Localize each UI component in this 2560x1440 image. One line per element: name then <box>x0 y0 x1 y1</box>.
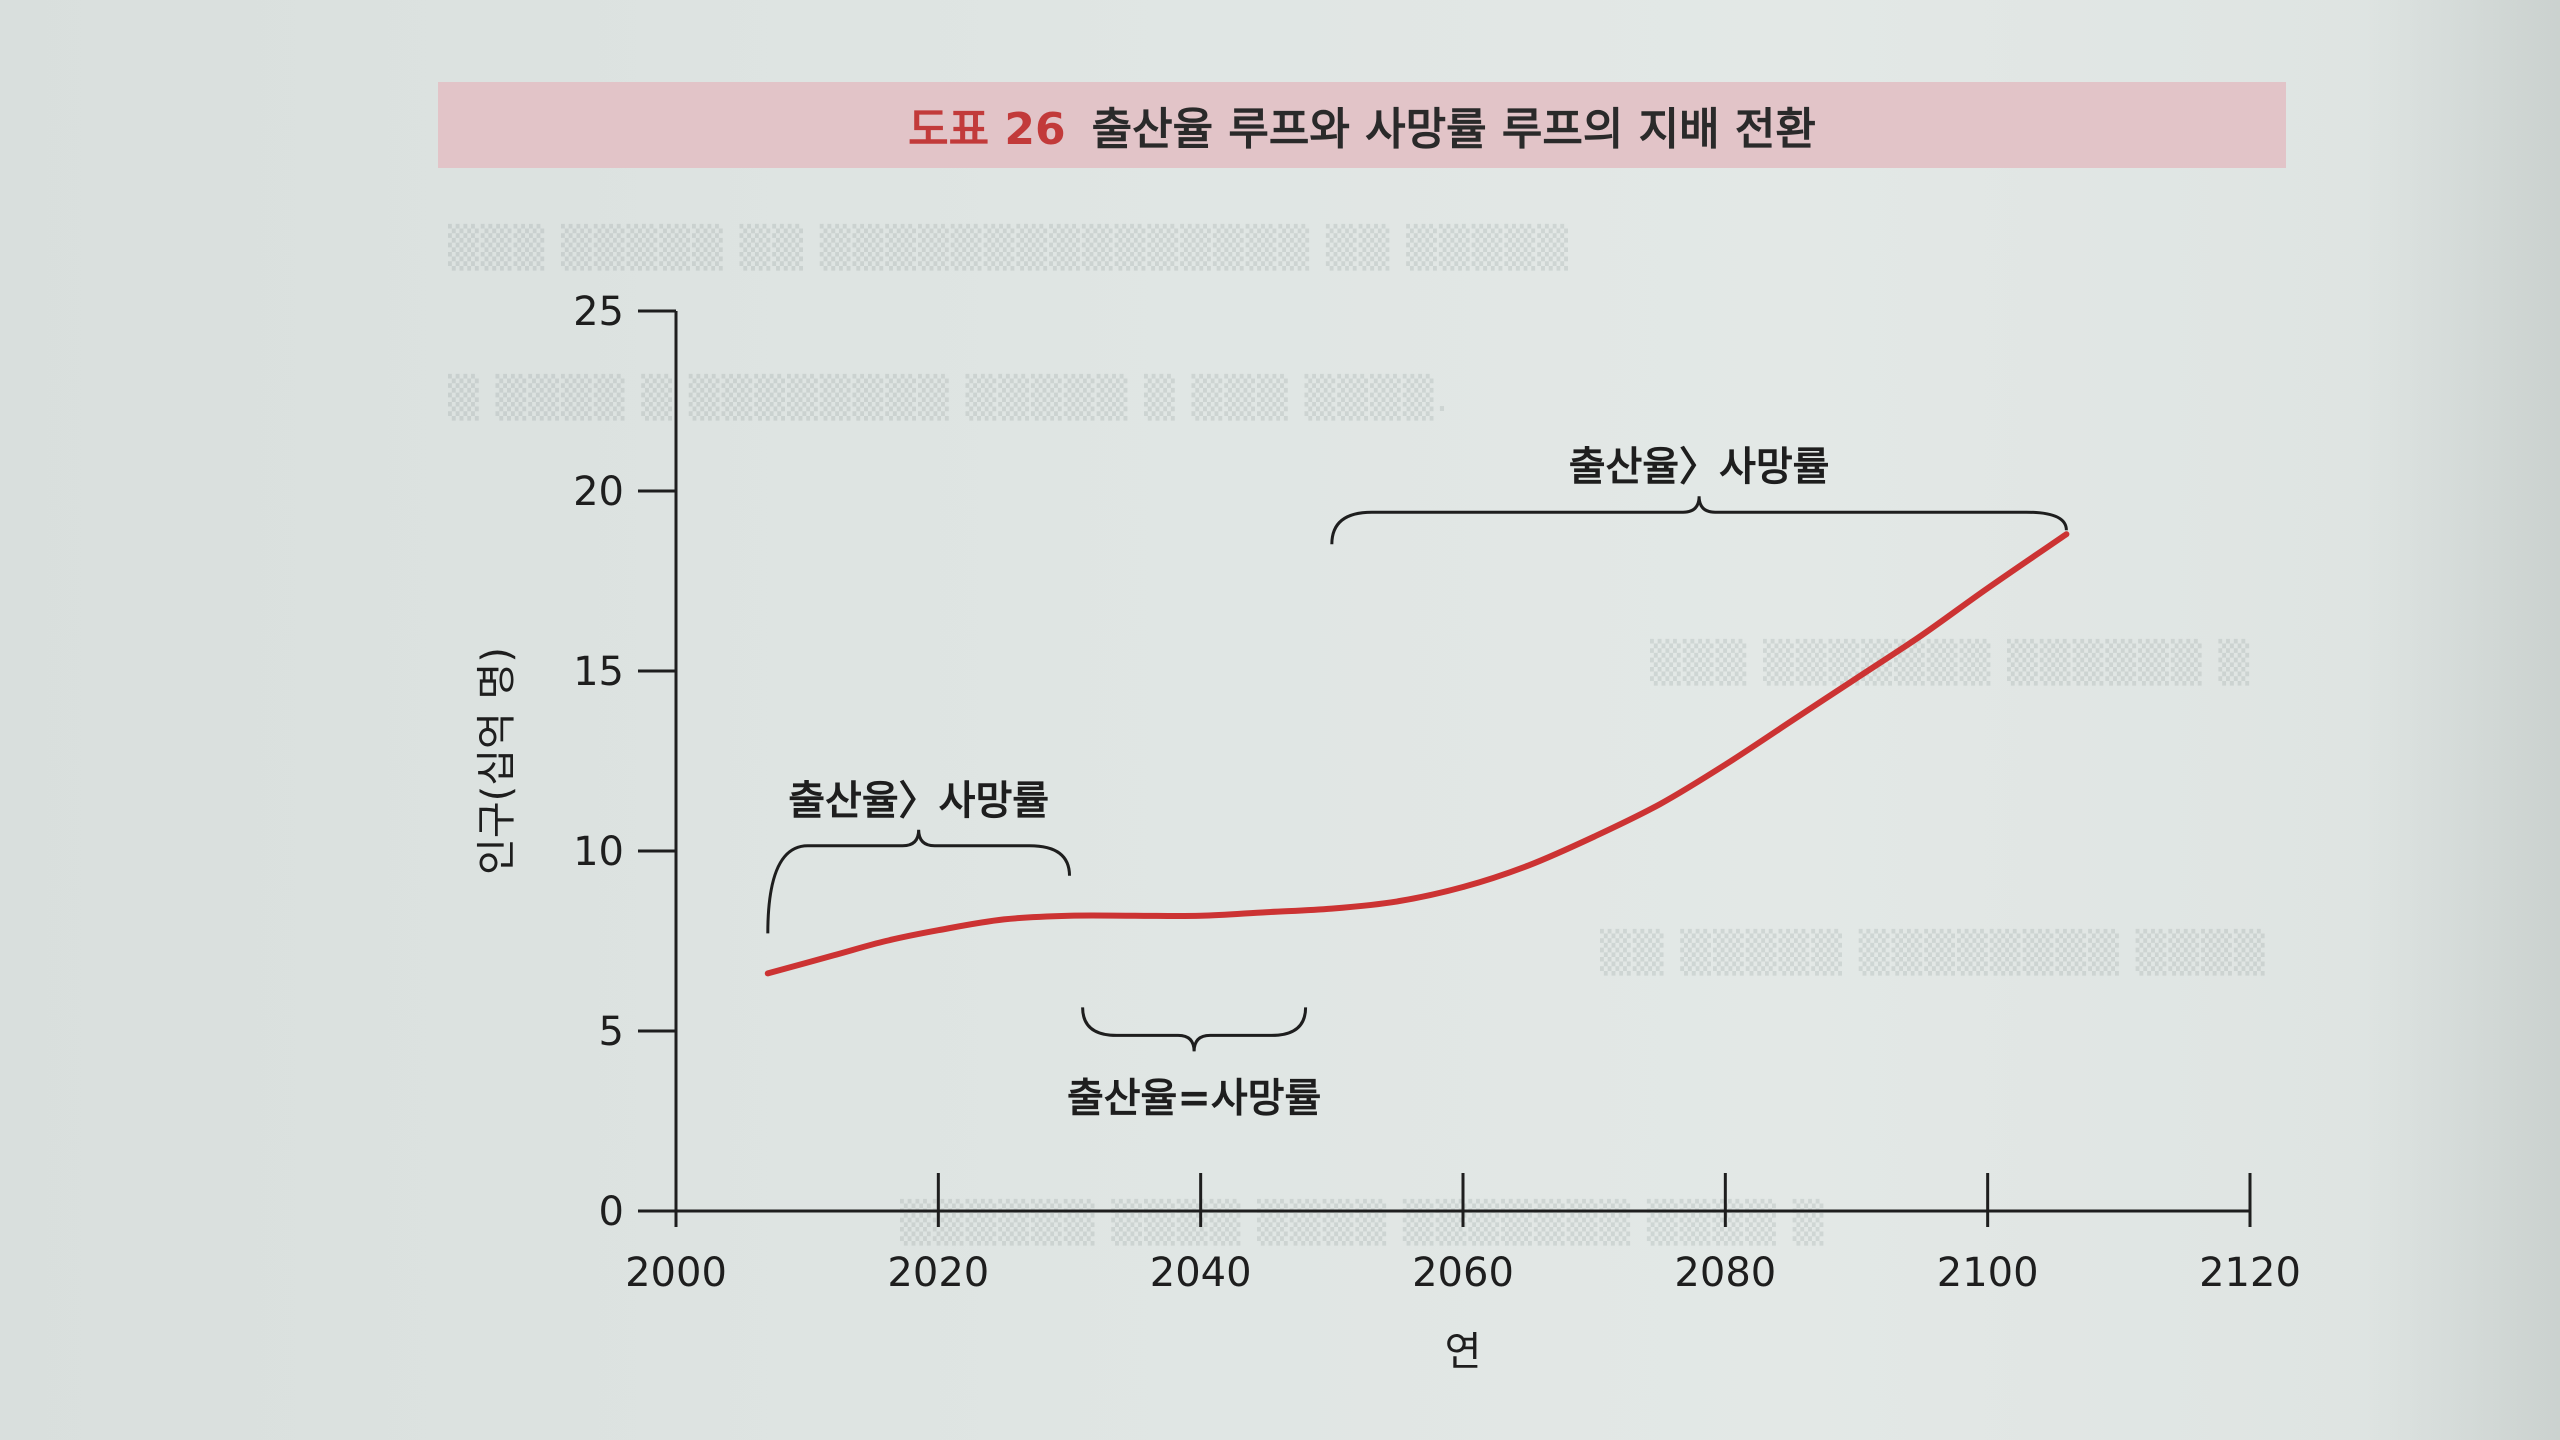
series-layer <box>764 531 2070 977</box>
y-tick-label: 20 <box>573 469 624 515</box>
bleed-through-text: ▒▒▒ ▒▒▒▒▒▒▒ ▒▒▒▒▒▒ ▒ <box>1650 640 2252 686</box>
bleed-through-text: ▒▒▒ ▒▒▒▒▒ ▒▒ ▒▒▒▒▒▒▒▒▒▒▒▒▒▒▒ ▒▒ ▒▒▒▒▒ <box>448 225 1570 271</box>
x-axis-title: 연 <box>1445 1329 1482 1375</box>
figure-title: 도표 26 출산율 루프와 사망률 루프의 지배 전환 <box>438 82 2286 168</box>
y-tick-label: 5 <box>599 1009 624 1055</box>
annotation-brace <box>1330 496 2068 545</box>
page-edge-shadow <box>2360 0 2560 1440</box>
y-axis-title: 인구(십억 명) <box>474 647 520 875</box>
x-tick-label: 2060 <box>1412 1250 1514 1296</box>
x-tick-label: 2020 <box>887 1250 989 1296</box>
x-tick-label: 2040 <box>1150 1250 1252 1296</box>
population-line <box>764 531 2070 977</box>
x-tick-label: 2100 <box>1937 1250 2039 1296</box>
figure-label: 도표 26 <box>908 104 1066 155</box>
x-tick-label: 2080 <box>1674 1250 1776 1296</box>
figure-title-text: 출산율 루프와 사망률 루프의 지배 전환 <box>1091 104 1816 155</box>
x-tick-label: 2120 <box>2199 1250 2301 1296</box>
bleed-through-text: ▒▒▒▒▒▒ ▒▒▒▒ ▒▒▒▒ ▒▒▒▒▒▒▒ ▒▒▒▒ ▒ <box>900 1200 1826 1246</box>
y-tick-label: 10 <box>573 829 624 875</box>
annotation-label: 출산율〉사망률 <box>1569 444 1830 490</box>
y-tick-label: 25 <box>573 289 624 335</box>
annotation-label: 출산율=사망률 <box>1067 1075 1321 1121</box>
x-ticks: 2000 2020 2040 2060 2080 2100 2120 <box>625 1173 2301 1296</box>
annotation-brace <box>1081 1007 1308 1052</box>
y-tick-label: 0 <box>599 1189 624 1235</box>
y-tick-label: 15 <box>573 649 624 695</box>
figure-title-band: 도표 26 출산율 루프와 사망률 루프의 지배 전환 <box>438 82 2286 168</box>
y-ticks: 0 5 10 15 20 25 <box>573 289 676 1235</box>
annotation-brace <box>766 829 1071 934</box>
annotation-label: 출산율〉사망률 <box>788 778 1049 824</box>
x-tick-label: 2000 <box>625 1250 727 1296</box>
bleed-through-text: ▒▒ ▒▒▒▒▒ ▒▒▒▒▒▒▒▒ ▒▒▒▒ <box>1600 930 2267 976</box>
bleed-through-text: ▒ ▒▒▒▒ ▒ ▒▒▒▒▒▒▒▒ ▒▒▒▒▒ ▒ ▒▒▒ ▒▒▒▒. <box>448 375 1451 421</box>
